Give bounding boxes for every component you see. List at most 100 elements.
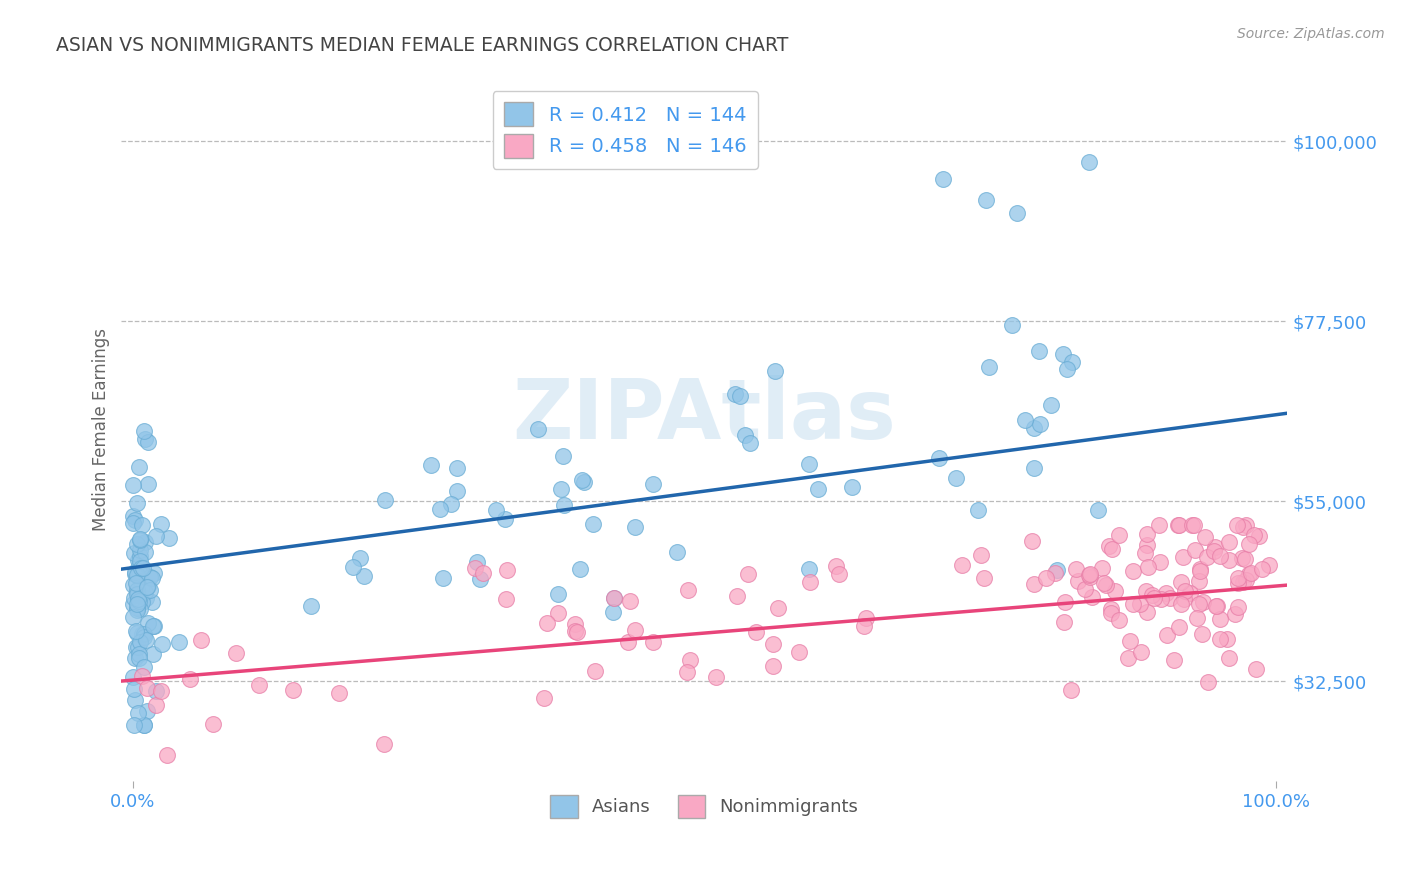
- Point: [136, 476, 159, 491]
- Point: [1119, 634, 1142, 648]
- Point: [1226, 576, 1249, 591]
- Point: [141, 571, 163, 585]
- Point: [127, 569, 149, 583]
- Point: [725, 590, 748, 604]
- Point: [1258, 558, 1281, 572]
- Point: [1237, 567, 1260, 582]
- Point: [1099, 606, 1122, 620]
- Point: [1168, 518, 1191, 533]
- Point: [1237, 537, 1260, 551]
- Point: [145, 698, 167, 712]
- Point: [446, 484, 468, 499]
- Point: [665, 545, 688, 559]
- Point: [472, 566, 495, 581]
- Point: [129, 634, 152, 648]
- Point: [132, 718, 155, 732]
- Point: [124, 513, 146, 527]
- Point: [468, 572, 491, 586]
- Point: [349, 550, 371, 565]
- Point: [1188, 574, 1211, 588]
- Point: [496, 563, 519, 577]
- Point: [124, 566, 146, 580]
- Point: [1095, 577, 1118, 591]
- Point: [1194, 530, 1216, 544]
- Point: [1197, 674, 1219, 689]
- Point: [583, 665, 606, 679]
- Point: [547, 606, 569, 620]
- Point: [1060, 682, 1083, 697]
- Point: [676, 582, 699, 597]
- Point: [127, 553, 149, 567]
- Point: [762, 658, 785, 673]
- Point: [762, 637, 785, 651]
- Point: [139, 570, 162, 584]
- Point: [1108, 528, 1130, 542]
- Point: [602, 605, 624, 619]
- Point: [127, 587, 149, 601]
- Point: [122, 681, 145, 696]
- Point: [974, 193, 997, 207]
- Point: [125, 624, 148, 639]
- Point: [852, 619, 875, 633]
- Point: [1208, 612, 1230, 626]
- Point: [1122, 564, 1144, 578]
- Point: [945, 471, 967, 485]
- Point: [533, 690, 555, 705]
- Point: [565, 624, 588, 639]
- Point: [122, 478, 145, 492]
- Point: [129, 542, 152, 557]
- Point: [1077, 154, 1099, 169]
- Point: [1053, 595, 1076, 609]
- Point: [1035, 572, 1057, 586]
- Point: [1202, 544, 1225, 558]
- Point: [122, 578, 145, 592]
- Point: [1185, 610, 1208, 624]
- Point: [1170, 574, 1192, 589]
- Point: [1136, 605, 1159, 619]
- Point: [131, 627, 153, 641]
- Point: [1135, 538, 1157, 552]
- Point: [704, 670, 727, 684]
- Point: [1163, 653, 1185, 667]
- Point: [728, 389, 751, 403]
- Point: [824, 559, 846, 574]
- Point: [547, 586, 569, 600]
- Point: [619, 594, 641, 608]
- Point: [128, 647, 150, 661]
- Point: [136, 580, 159, 594]
- Point: [1230, 551, 1253, 566]
- Point: [141, 595, 163, 609]
- Point: [131, 595, 153, 609]
- Point: [1251, 562, 1274, 576]
- Point: [1184, 543, 1206, 558]
- Point: [128, 566, 150, 580]
- Point: [1147, 518, 1170, 533]
- Point: [485, 502, 508, 516]
- Point: [125, 602, 148, 616]
- Point: [1043, 566, 1066, 580]
- Point: [167, 635, 190, 649]
- Point: [150, 684, 173, 698]
- Point: [179, 673, 201, 687]
- Point: [128, 805, 150, 820]
- Point: [1156, 628, 1178, 642]
- Point: [1137, 560, 1160, 574]
- Point: [353, 569, 375, 583]
- Point: [127, 600, 149, 615]
- Point: [143, 566, 166, 580]
- Point: [1226, 599, 1249, 614]
- Point: [763, 364, 786, 378]
- Point: [127, 706, 149, 720]
- Point: [1078, 570, 1101, 584]
- Point: [1182, 518, 1205, 533]
- Point: [145, 528, 167, 542]
- Point: [1205, 599, 1227, 613]
- Point: [1234, 552, 1257, 566]
- Point: [1218, 552, 1240, 566]
- Point: [1074, 582, 1097, 596]
- Point: [129, 561, 152, 575]
- Point: [128, 651, 150, 665]
- Point: [464, 561, 486, 575]
- Text: ZIPAtlas: ZIPAtlas: [512, 375, 896, 456]
- Point: [1081, 590, 1104, 604]
